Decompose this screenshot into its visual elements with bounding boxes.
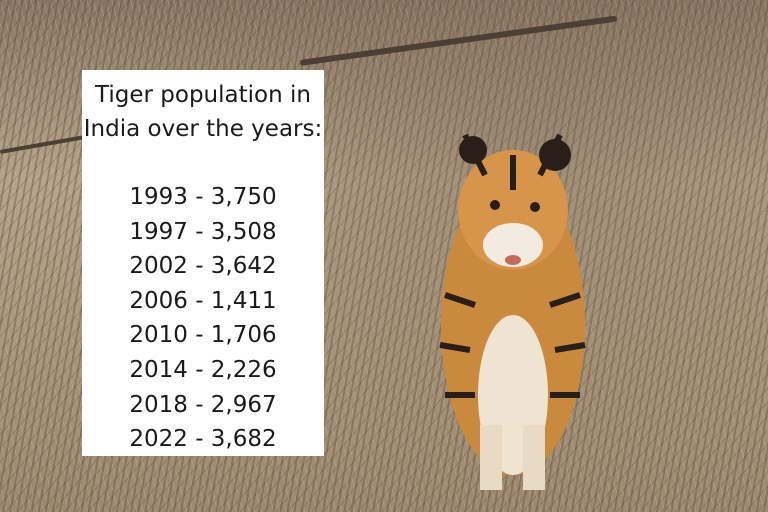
tiger-image <box>439 133 586 490</box>
population-row: 2002 - 3,642 <box>129 253 277 280</box>
population-row: 1993 - 3,750 <box>129 184 277 210</box>
population-row: 2022 - 3,682 <box>129 426 277 453</box>
title-line-1: Tiger population in <box>95 82 311 108</box>
population-row: 2014 - 2,226 <box>129 356 277 383</box>
population-row: 2006 - 1,411 <box>129 287 277 314</box>
tiger-population-card: Tiger population in India over the years… <box>82 70 324 456</box>
population-list: 1993 - 3,750 1997 - 3,508 2002 - 3,642 2… <box>82 180 324 457</box>
population-row: 2010 - 1,706 <box>129 322 277 349</box>
title-line-2: India over the years: <box>83 116 323 142</box>
population-row: 1997 - 3,508 <box>129 218 277 245</box>
population-row: 2018 - 2,967 <box>129 391 277 418</box>
card-title: Tiger population in India over the years… <box>82 78 324 146</box>
